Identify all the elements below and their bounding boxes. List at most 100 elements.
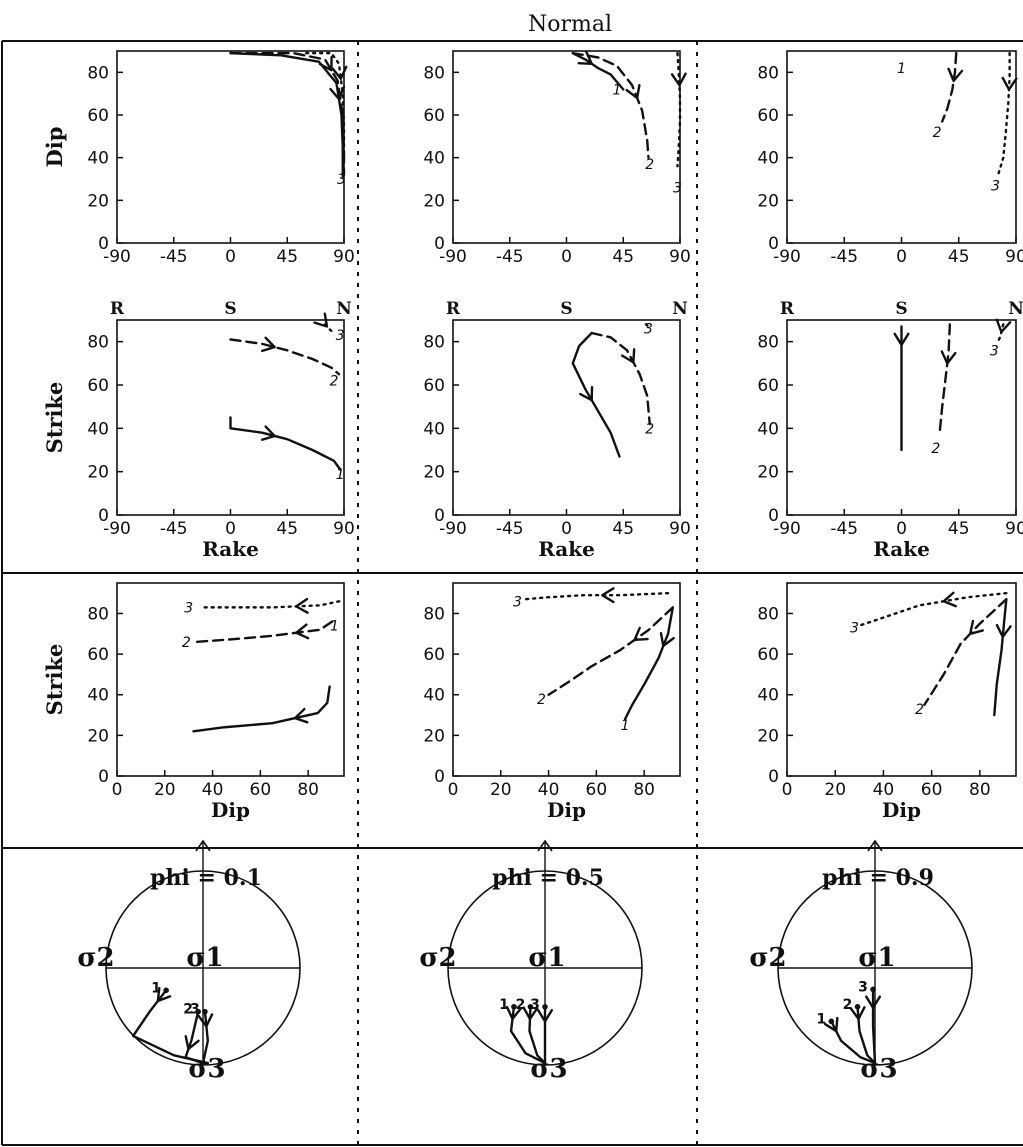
x-tick-label: 80 <box>633 780 655 800</box>
y-tick-label: 60 <box>87 106 109 126</box>
arrow-head <box>969 619 984 635</box>
x-tick-label: -45 <box>160 247 188 267</box>
trajectory-start-dot <box>195 1008 201 1015</box>
series-line-dashed <box>547 606 675 696</box>
sigma2-label: σ2 <box>77 943 114 973</box>
x-tick-label: 0 <box>561 247 572 267</box>
arrow-head <box>995 318 1012 334</box>
y-tick-label: 80 <box>87 63 109 83</box>
y-tick-label: 20 <box>757 191 779 211</box>
y-tick-label: 20 <box>757 726 779 746</box>
x-tick-label: 90 <box>333 247 355 267</box>
arrow-head <box>670 72 687 87</box>
series-number-label: 3 <box>336 328 345 344</box>
x-axis-label: Rake <box>873 537 930 561</box>
series-number-label: 3 <box>644 322 653 338</box>
arrow-head <box>295 623 310 640</box>
y-tick-label: 40 <box>757 419 779 439</box>
series-number-label: 3 <box>673 181 682 197</box>
arrow-head <box>318 56 333 72</box>
y-axis-label: Strike <box>42 382 67 454</box>
x-tick-label: -45 <box>830 247 858 267</box>
trajectory-number-label: 1 <box>816 1011 826 1027</box>
y-tick-label: 80 <box>87 604 109 624</box>
y-tick-label: 20 <box>87 463 109 483</box>
arrow-head <box>625 83 641 100</box>
series-number-label: 1 <box>336 467 345 483</box>
series-number-label: 3 <box>184 600 193 616</box>
y-tick-label: 80 <box>87 333 109 353</box>
y-tick-label: 40 <box>423 149 445 169</box>
y-tick-label: 40 <box>757 149 779 169</box>
x-tick-label: 0 <box>448 780 459 800</box>
arrow-head <box>295 597 309 614</box>
series-line-dotted <box>676 51 682 168</box>
series-number-label: 3 <box>337 172 346 188</box>
y-tick-label: 60 <box>757 376 779 396</box>
panel-strike-vs-dip-3: 0 20 40 60 80 0 20 40 60 80 Dip 3 2 <box>757 582 1017 822</box>
arrow-head <box>849 1006 866 1021</box>
x-tick-label: 0 <box>782 780 793 800</box>
y-tick-label: 0 <box>98 234 109 254</box>
y-tick-label: 60 <box>423 645 445 665</box>
series-line-dotted <box>644 323 650 328</box>
x-tick-label: 45 <box>948 519 970 539</box>
series-number-label: 1 <box>897 61 906 77</box>
series-number-label: 3 <box>513 594 522 610</box>
y-tick-label: 0 <box>434 506 445 526</box>
x-tick-label: 0 <box>225 519 236 539</box>
arrow-head <box>293 707 309 724</box>
y-tick-label: 60 <box>87 645 109 665</box>
y-tick-label: 60 <box>757 106 779 126</box>
series-number-label: 3 <box>991 178 1000 194</box>
arrow-head <box>261 336 276 353</box>
x-tick-label: -90 <box>439 519 467 539</box>
plot-box <box>452 582 681 777</box>
x-tick-label: -90 <box>439 247 467 267</box>
trajectory-number-label: 1 <box>499 997 509 1013</box>
y-tick-label: 0 <box>768 506 779 526</box>
x-tick-label: 45 <box>276 247 298 267</box>
x-axis-label: Rake <box>202 537 259 561</box>
y-tick-label: 80 <box>757 333 779 353</box>
series-line-dashed <box>941 51 958 123</box>
x-axis-label: Dip <box>211 798 250 822</box>
panel-strike-vs-rake-1: -90 -45 0 45 90 0 20 40 60 80 Strike Rake R S N 3 2 1 <box>42 299 355 561</box>
plot-box <box>786 582 1017 777</box>
arrow-head <box>995 623 1012 639</box>
y-tick-label: 20 <box>87 726 109 746</box>
series-number-label: 3 <box>990 343 999 359</box>
arrow-head <box>505 1005 522 1021</box>
series-line-dashed <box>571 51 650 159</box>
sigma2-label: σ2 <box>749 943 786 973</box>
y-tick-label: 40 <box>423 419 445 439</box>
arrow-head <box>537 1009 553 1023</box>
arrow-head <box>947 67 964 83</box>
panel-dip-vs-rake-3: -90 -45 0 45 90 0 20 40 60 80 1 2 3 <box>757 50 1023 267</box>
trajectory-start-dot <box>828 1018 835 1025</box>
fault-type-label: N <box>1008 299 1023 319</box>
series-number-label: 2 <box>537 692 546 708</box>
trajectory-number-label: 1 <box>151 980 161 996</box>
fault-type-label: S <box>224 299 236 319</box>
x-axis-label: Dip <box>882 798 921 822</box>
fault-type-label: R <box>110 299 125 319</box>
y-axis-label: Strike <box>42 644 67 716</box>
series-line-dashed <box>229 338 341 376</box>
trajectory-start-dot <box>870 986 876 993</box>
series-line-dotted <box>199 600 341 609</box>
x-tick-label: 45 <box>612 247 634 267</box>
arrow-head <box>940 350 957 365</box>
arrow-head <box>313 312 329 328</box>
x-tick-label: 80 <box>969 780 991 800</box>
series-number-label: 2 <box>182 635 191 651</box>
x-tick-label: 40 <box>538 780 560 800</box>
x-tick-label: 60 <box>250 780 272 800</box>
panel-strike-vs-rake-3: -90 -45 0 45 90 0 20 40 60 80 Rake R S N 2 3 <box>757 299 1023 561</box>
series-line-solid <box>623 606 675 721</box>
y-tick-label: 0 <box>98 506 109 526</box>
y-tick-label: 40 <box>87 686 109 706</box>
arrow-head <box>942 591 957 608</box>
